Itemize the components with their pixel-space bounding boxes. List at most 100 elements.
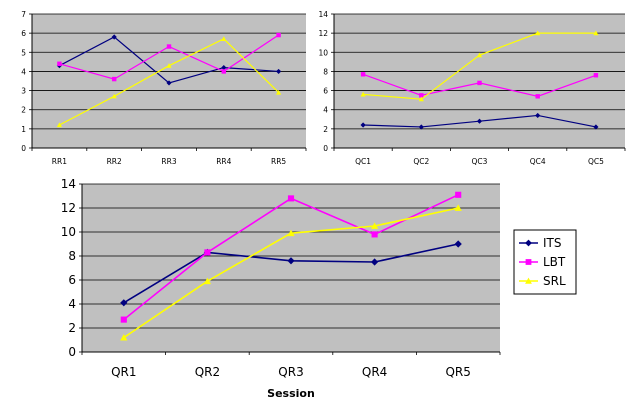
y-tick-label: 10	[61, 225, 76, 239]
x-tick-label: QC4	[530, 157, 546, 166]
data-point-its	[221, 65, 227, 71]
data-point-lbt	[371, 231, 378, 238]
y-tick-label: 4	[21, 67, 26, 76]
y-tick-label: 12	[318, 29, 328, 38]
data-point-its	[166, 80, 172, 86]
data-point-srl	[418, 96, 424, 102]
y-tick-label: 2	[21, 106, 26, 115]
data-point-lbt	[166, 44, 172, 49]
plot-area	[82, 184, 500, 352]
series-lbt	[120, 191, 462, 323]
data-point-lbt	[593, 73, 599, 78]
x-tick-label: QR1	[111, 365, 136, 379]
y-tick-label: 4	[323, 106, 328, 115]
x-tick-label: QR5	[445, 365, 470, 379]
series-lbt	[57, 32, 281, 82]
data-point-its	[287, 257, 295, 265]
y-tick-label: 2	[68, 321, 76, 335]
data-point-its	[111, 34, 117, 40]
x-tick-label: QC1	[355, 157, 371, 166]
series-its	[56, 34, 282, 86]
data-point-its	[454, 240, 462, 248]
chart-rr: 0 1 2 3 4 5 6 7 RR1 RR2 RR3 RR4 RR5	[21, 10, 307, 166]
data-point-its	[418, 124, 424, 130]
data-point-srl	[56, 122, 62, 128]
legend-entry-lbt: LBT	[519, 255, 566, 269]
x-tick-label: QR2	[195, 365, 220, 379]
y-tick-label: 0	[68, 345, 76, 359]
data-point-srl	[203, 277, 211, 285]
x-tick-label: QR4	[362, 365, 387, 379]
legend-label-srl: SRL	[543, 274, 566, 288]
series-its	[360, 112, 599, 130]
x-tick-label: QC3	[472, 157, 488, 166]
legend-entry-srl: SRL	[519, 274, 566, 288]
y-tick-label: 6	[68, 273, 76, 287]
data-point-lbt	[221, 69, 227, 74]
data-point-srl	[166, 63, 172, 68]
legend-marker-its	[525, 239, 532, 247]
data-point-lbt	[120, 316, 127, 323]
y-tick-label: 12	[61, 201, 76, 215]
legend: ITS LBT SRL	[513, 229, 577, 295]
data-point-lbt	[204, 249, 211, 256]
legend-label-lbt: LBT	[543, 255, 566, 269]
data-point-lbt	[535, 94, 540, 99]
data-point-its	[476, 118, 483, 124]
y-tick-label: 14	[61, 177, 76, 191]
legend-entry-its: ITS	[519, 236, 562, 250]
x-axis-title: Session	[267, 387, 315, 400]
y-tick-label: 0	[323, 144, 328, 153]
data-point-srl	[221, 36, 227, 41]
x-tick-label: RR1	[52, 157, 67, 166]
y-tick-label: 2	[323, 125, 328, 134]
series-lbt	[360, 72, 599, 99]
data-point-its	[371, 258, 379, 266]
y-tick-label: 6	[323, 87, 328, 96]
data-point-its	[535, 112, 541, 119]
data-point-lbt	[477, 80, 482, 86]
x-tick-label: RR4	[216, 157, 231, 166]
data-point-srl	[476, 52, 483, 58]
chart-qr: 0 2 4 6 8 10 12 14 QR1 QR2 QR3 QR4 QR5 Session	[61, 177, 501, 400]
data-point-srl	[360, 91, 366, 97]
x-tick-label: RR2	[107, 157, 122, 166]
data-point-lbt	[287, 195, 295, 202]
data-point-lbt	[455, 191, 462, 198]
data-point-lbt	[276, 32, 281, 38]
data-point-srl	[111, 93, 117, 99]
x-tick-label: QC2	[413, 157, 429, 166]
data-point-lbt	[419, 93, 424, 98]
data-point-srl	[276, 89, 282, 95]
data-point-its	[360, 122, 366, 128]
x-tick-label: RR3	[161, 157, 176, 166]
y-tick-label: 8	[68, 249, 76, 263]
y-tick-label: 10	[318, 48, 328, 57]
x-tick-label: QR3	[278, 365, 303, 379]
y-tick-label: 4	[68, 297, 76, 311]
y-tick-label: 0	[21, 144, 26, 153]
data-point-lbt	[57, 61, 62, 66]
data-point-srl	[371, 222, 379, 229]
y-tick-label: 7	[21, 10, 26, 19]
y-tick-label: 1	[21, 125, 26, 134]
data-point-srl	[454, 204, 462, 211]
legend-marker-lbt	[525, 259, 532, 265]
x-tick-label: QC5	[588, 157, 604, 166]
data-point-srl	[535, 30, 541, 36]
data-point-lbt	[111, 76, 117, 82]
data-point-its	[593, 124, 599, 130]
x-tick-label: RR5	[271, 157, 286, 166]
data-point-srl	[287, 229, 295, 237]
data-point-its	[120, 299, 128, 307]
data-point-lbt	[360, 72, 366, 77]
data-point-srl	[593, 30, 599, 36]
legend-label-its: ITS	[543, 236, 562, 250]
y-tick-label: 14	[318, 10, 328, 19]
data-point-its	[276, 68, 282, 75]
data-point-srl	[120, 334, 128, 341]
series-srl	[56, 36, 282, 128]
legend-marker-srl	[525, 277, 532, 284]
